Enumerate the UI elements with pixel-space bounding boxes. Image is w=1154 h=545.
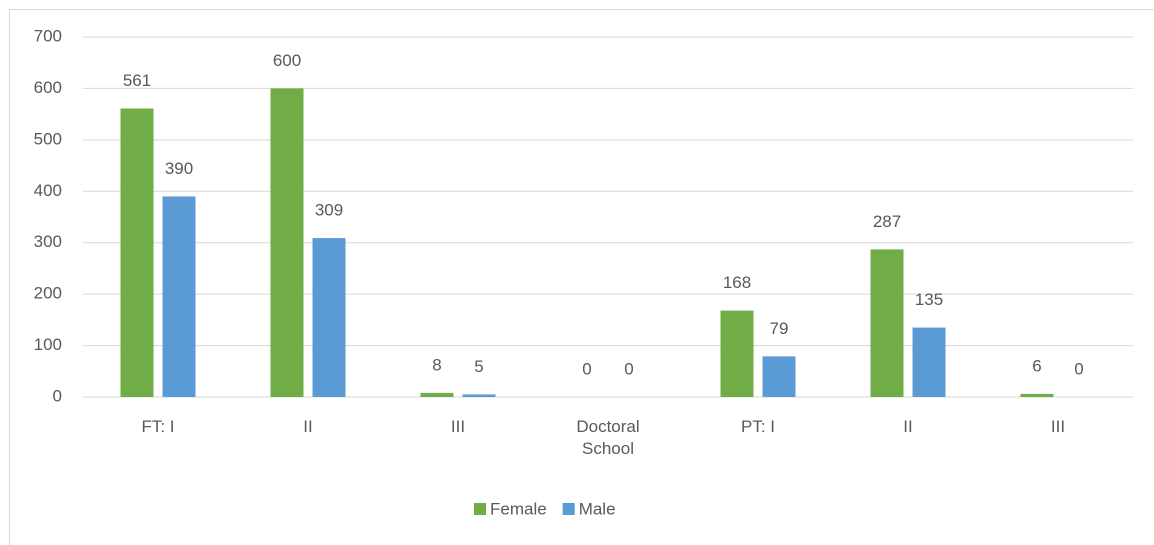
data-label: 0 <box>624 359 633 378</box>
data-label: 135 <box>915 290 943 309</box>
data-label: 168 <box>723 273 751 292</box>
bar <box>762 356 796 397</box>
x-tick-label: II <box>303 417 313 436</box>
data-label: 79 <box>770 319 789 338</box>
x-tick-label: FT: I <box>141 417 175 436</box>
data-label: 600 <box>273 51 301 70</box>
legend-label: Male <box>579 499 616 518</box>
data-label: 5 <box>474 357 483 376</box>
data-label: 287 <box>873 212 901 231</box>
x-tick-label: PT: I <box>740 417 775 436</box>
bar <box>420 392 454 397</box>
chart-frame <box>9 9 1154 545</box>
legend-label: Female <box>490 499 547 518</box>
bar <box>270 88 304 397</box>
x-tick-label: II <box>903 417 913 436</box>
x-tick-label: Doctoral School <box>576 417 640 458</box>
data-label: 561 <box>123 71 151 90</box>
bar <box>1020 393 1054 397</box>
data-label: 309 <box>315 201 343 220</box>
bar <box>162 196 196 397</box>
legend-swatch <box>562 503 575 515</box>
bar <box>720 310 754 397</box>
bar <box>120 108 154 397</box>
bar <box>870 249 904 397</box>
y-tick-label: 500 <box>34 129 62 148</box>
data-label: 0 <box>1074 359 1083 378</box>
data-label: 390 <box>165 159 193 178</box>
data-label: 6 <box>1032 356 1041 375</box>
y-tick-label: 300 <box>34 232 62 251</box>
data-label: 0 <box>582 359 591 378</box>
y-tick-label: 600 <box>34 78 62 97</box>
x-tick-label: III <box>450 417 466 436</box>
y-tick-label: 200 <box>34 284 62 303</box>
y-tick-label: 0 <box>53 386 62 405</box>
bar <box>462 394 496 397</box>
data-label: 8 <box>432 355 441 374</box>
x-tick-label: III <box>1050 417 1066 436</box>
y-tick-label: 100 <box>34 335 62 354</box>
y-tick-label: 700 <box>34 26 62 45</box>
bar <box>312 238 346 397</box>
legend-swatch <box>474 503 486 515</box>
y-tick-label: 400 <box>34 181 62 200</box>
bar <box>912 327 946 397</box>
